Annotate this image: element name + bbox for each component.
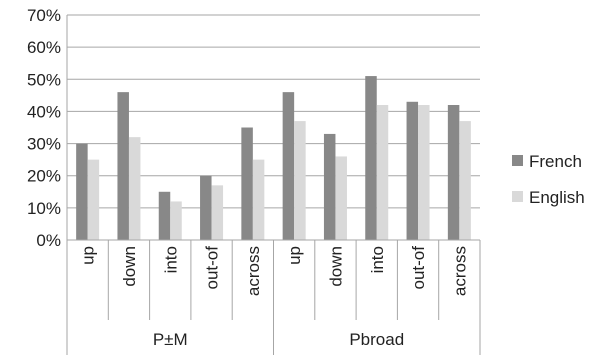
legend: French English [512,152,585,207]
bar-english-up [294,121,306,240]
legend-swatch-english [512,191,523,202]
legend-label-french: French [529,152,582,171]
category-labels: up down into out-of across up down into out-of ac… [79,246,470,296]
group-label: Pbroad [349,330,404,349]
bars [76,76,471,241]
y-axis-ticks: 0% 10% 20% 30% 40% 50% 60% 70% [27,6,61,250]
y-tick-label: 70% [27,6,61,25]
category-label: up [285,246,304,265]
bar-english-across [459,121,471,240]
axes [66,15,481,320]
category-label: into [368,246,387,273]
group-labels: P±M Pbroad [66,320,481,355]
bar-english-down [335,156,347,240]
bar-french-across [447,105,460,240]
bar-english-into [170,201,182,240]
bar-french-up [282,92,295,241]
bar-english-up [87,159,100,240]
category-label: across [244,246,263,296]
category-label: down [120,246,139,287]
bar-french-out-of [406,101,419,241]
y-tick-label: 50% [27,70,61,89]
bar-english-out-of [418,105,430,240]
y-tick-label: 20% [27,167,61,186]
group-label: P±M [153,330,188,349]
y-tick-label: 30% [27,135,61,154]
category-label: across [450,246,469,296]
category-label: up [79,246,98,265]
bar-english-out-of [211,185,224,240]
y-tick-label: 10% [27,199,61,218]
bar-english-across [252,159,265,240]
legend-label-english: English [529,188,585,207]
category-label: into [161,246,180,273]
category-label: out-of [409,246,428,290]
bar-french-into [365,76,377,240]
bar-french-down [117,92,129,241]
legend-swatch-french [512,155,523,166]
y-tick-label: 0% [36,231,61,250]
category-label: down [326,246,345,287]
bar-english-into [376,105,389,240]
bar-french-down [323,133,336,240]
bar-english-down [128,137,141,240]
bar-french-up [76,143,88,240]
bar-french-across [241,127,253,240]
bar-french-into [158,191,171,240]
category-label: out-of [203,246,222,290]
y-tick-label: 40% [27,102,61,121]
bar-french-out-of [200,175,212,240]
y-tick-label: 60% [27,38,61,57]
